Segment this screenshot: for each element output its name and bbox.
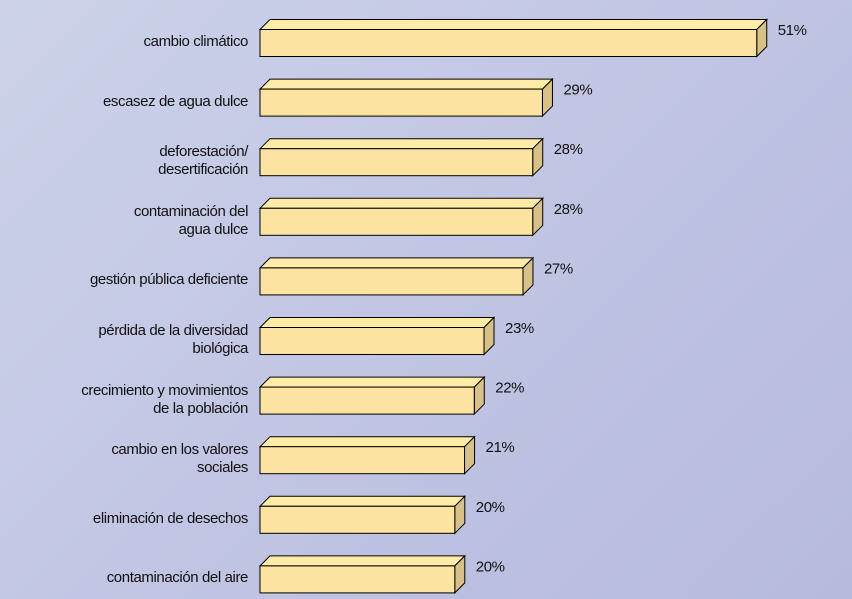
bar xyxy=(258,18,768,58)
bar-front xyxy=(259,88,543,117)
bar-front xyxy=(259,386,475,415)
category-label: deforestación/ desertificación xyxy=(158,143,248,179)
value-label: 20% xyxy=(476,558,505,575)
bar xyxy=(258,77,554,118)
bar xyxy=(258,435,476,475)
bar xyxy=(258,197,544,237)
value-label: 27% xyxy=(544,260,573,277)
bar-front xyxy=(259,267,524,296)
value-label: 29% xyxy=(563,82,592,99)
bar xyxy=(258,375,486,416)
category-label: escasez de agua dulce xyxy=(102,92,248,110)
bar-front xyxy=(259,29,758,57)
value-label: 21% xyxy=(486,439,515,456)
value-label: 51% xyxy=(778,22,807,39)
value-label: 22% xyxy=(495,380,524,397)
bar-front xyxy=(259,148,534,177)
bar-top xyxy=(258,495,467,507)
category-label: pérdida de la diversidad biológica xyxy=(98,322,248,357)
category-label: gestión pública deficiente xyxy=(89,271,248,289)
bar-top xyxy=(258,19,768,30)
value-label: 20% xyxy=(476,499,505,516)
value-label: 28% xyxy=(554,141,583,158)
category-label: contaminación del agua dulce xyxy=(133,202,249,238)
bar-front xyxy=(259,565,456,594)
bar-front xyxy=(259,446,466,475)
value-label: 28% xyxy=(554,201,583,218)
category-label: contaminación del aire xyxy=(106,569,249,587)
bar-top xyxy=(258,376,486,388)
category-label: eliminación de desechos xyxy=(92,509,248,527)
bar xyxy=(258,137,544,177)
bar xyxy=(258,554,467,595)
bar-top xyxy=(258,138,544,150)
bar xyxy=(258,256,535,297)
bar-top xyxy=(258,257,535,269)
bar xyxy=(258,495,467,535)
category-label: cambio climático xyxy=(143,33,249,50)
bar-top xyxy=(258,78,554,90)
category-label: cambio en los valores sociales xyxy=(111,441,248,477)
bar xyxy=(258,316,496,356)
bar-top xyxy=(258,555,467,567)
bar-front xyxy=(259,505,456,534)
category-label: crecimiento y movimientos de la població… xyxy=(81,381,248,417)
bar-top xyxy=(258,317,496,328)
value-label: 23% xyxy=(505,320,534,337)
bar-top xyxy=(258,436,476,448)
bar-top xyxy=(258,197,544,209)
bar-front xyxy=(259,207,534,236)
bar-front xyxy=(259,327,485,355)
